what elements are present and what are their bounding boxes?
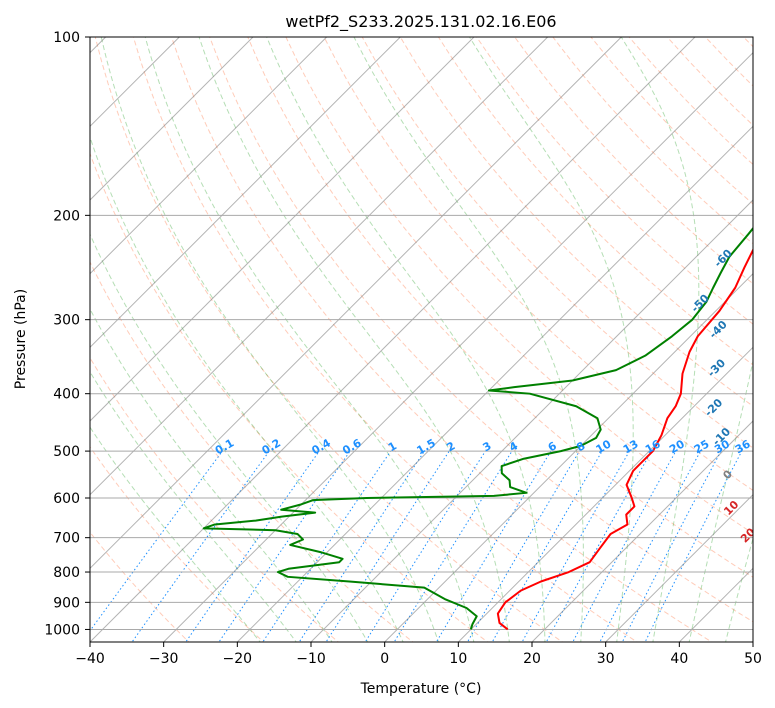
isotherm-line [531, 420, 753, 642]
moist-adiabat-line [90, 370, 297, 642]
dry-adiabat-line [323, 37, 753, 491]
isotherm-line [236, 125, 753, 642]
temperature-profile-line [496, 247, 753, 631]
isotherm-line [163, 51, 753, 642]
x-tick-label: −40 [75, 651, 105, 667]
isotherm-line [457, 346, 753, 642]
isotherm-line [90, 37, 549, 496]
mixing-ratio-line [325, 450, 450, 642]
isotherm-line [90, 37, 696, 642]
isotherm-line [90, 37, 401, 349]
grid-lines [90, 37, 753, 630]
y-axis-label: Pressure (hPa) [13, 289, 29, 389]
dry-adiabat-line [438, 37, 753, 366]
y-tick-label: 700 [53, 531, 80, 547]
x-tick-label: −30 [149, 651, 179, 667]
mixing-ratio-line [393, 450, 513, 642]
dry-adiabat-line [399, 37, 753, 407]
y-tick-label: 500 [53, 444, 80, 460]
x-tick-label: −20 [223, 651, 253, 667]
isotherm-line [90, 37, 622, 570]
mixing-ratio-line [466, 450, 580, 642]
mixing-ratio-line [90, 450, 223, 632]
y-tick-label: 300 [53, 313, 80, 329]
mixing-ratio-line [298, 450, 425, 642]
dry-adiabat-line [476, 37, 753, 325]
isotherm-line [310, 199, 753, 642]
isotherm-line [90, 37, 475, 422]
mixing-ratio-line [262, 450, 392, 642]
mixing-ratio-line [185, 450, 320, 642]
mixing-ratio-line [131, 450, 270, 642]
plot-frame [89, 36, 754, 643]
x-tick-label: 0 [380, 651, 389, 667]
moist-adiabat-line [100, 37, 439, 642]
isotherm-line [384, 272, 753, 642]
x-axis: −40 −30 −20 −10 0 10 20 30 40 50 [75, 642, 762, 667]
dry-adiabat-line [90, 152, 489, 642]
isotherm-line [605, 493, 753, 642]
mixing-ratio-line [218, 450, 351, 642]
chart-title: wetPf2_S233.2025.131.02.16.E06 [285, 12, 556, 32]
x-axis-label: Temperature (°C) [360, 681, 482, 697]
y-tick-label: 900 [53, 595, 80, 611]
y-axis: 1000 900 800 700 600 500 400 300 200 100 [44, 30, 90, 638]
y-tick-label: 1000 [44, 622, 80, 638]
moist-adiabat-line [90, 426, 261, 642]
dry-adiabat-line [361, 37, 753, 449]
y-tick-label: 100 [53, 30, 80, 46]
profile-lines [202, 226, 753, 631]
isotherm-line [90, 37, 254, 201]
x-tick-label: 20 [523, 651, 541, 667]
y-tick-label: 600 [53, 491, 80, 507]
mixing-ratio-line [599, 450, 701, 642]
x-tick-label: −10 [296, 651, 326, 667]
dry-adiabat-line [171, 37, 713, 642]
x-tick-label: 50 [744, 651, 762, 667]
isotherm-label: 30 [751, 557, 771, 577]
x-tick-label: 30 [597, 651, 615, 667]
x-tick-label: 40 [670, 651, 688, 667]
dewpoint-profile-line [202, 226, 753, 630]
x-tick-label: 10 [449, 651, 467, 667]
y-tick-label: 200 [53, 208, 80, 224]
y-tick-label: 800 [53, 565, 80, 581]
mixing-ratio-line [621, 450, 722, 642]
mixing-ratio-line [572, 450, 677, 642]
dry-adiabat-line [285, 37, 753, 535]
dry-adiabat-line [90, 446, 265, 642]
isotherm-line [90, 37, 328, 275]
y-tick-label: 400 [53, 387, 80, 403]
